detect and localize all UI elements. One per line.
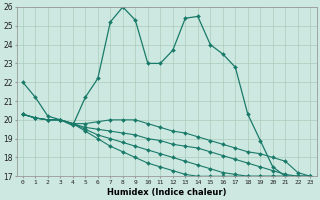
X-axis label: Humidex (Indice chaleur): Humidex (Indice chaleur) [107,188,226,197]
